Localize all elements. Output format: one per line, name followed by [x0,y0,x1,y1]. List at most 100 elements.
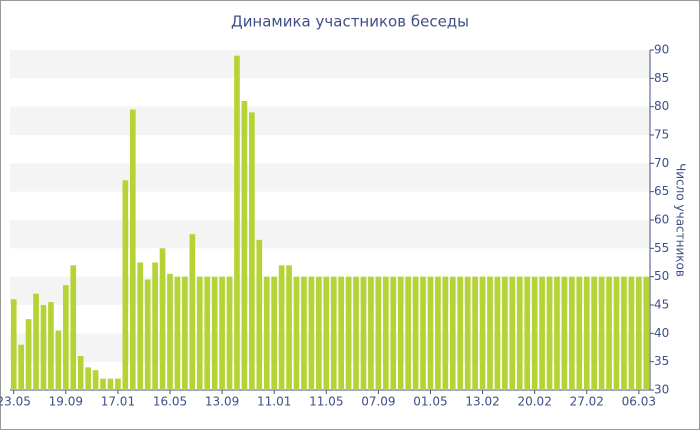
bar [516,276,523,390]
bar [598,276,605,390]
grid-band [10,50,650,79]
chart-title: Динамика участников беседы [231,13,469,31]
y-tick-label: 80 [654,99,669,113]
y-tick-label: 55 [654,241,669,255]
x-tick-label: 13.09 [205,395,239,409]
bar [457,276,464,390]
bar [435,276,441,390]
bar [271,276,278,390]
bar [323,276,330,390]
bar [353,276,359,390]
bar [397,276,404,390]
y-tick-label: 70 [654,156,669,170]
bar [479,276,486,390]
bar [211,276,218,390]
bar [70,265,77,390]
bar [107,378,114,390]
bar [531,276,538,390]
x-tick-label: 20.02 [517,395,551,409]
grid-band [10,276,650,305]
bar [85,367,91,390]
bar [167,273,173,390]
bar [606,276,612,390]
bar [286,265,292,390]
bar [613,276,620,390]
bar [338,276,344,390]
bar [226,276,233,390]
bar [546,276,553,390]
bar [442,276,449,390]
x-tick-label: 11.01 [257,395,291,409]
bar [472,276,478,390]
x-tick-label: 19.09 [49,395,83,409]
bar [115,378,121,390]
grid-band [10,220,650,249]
bar [92,370,99,390]
bar [122,180,129,390]
bar [301,276,307,390]
bar [569,276,575,390]
x-tick-label: 06.03 [622,395,656,409]
bar [249,112,255,390]
bar [420,276,426,390]
bar [494,276,501,390]
bar [636,276,642,390]
x-tick-label: 16.05 [153,395,187,409]
grid-band [10,333,650,362]
bar [583,276,590,390]
bar [40,305,47,390]
x-tick-label: 23.05 [0,395,31,409]
bar [174,276,181,390]
y-tick-label: 75 [654,128,669,142]
bar [591,276,598,390]
bar [412,276,419,390]
bar [390,276,397,390]
bar [360,276,367,390]
bar [152,262,158,390]
bar [241,101,248,390]
bar [77,356,84,390]
bar [308,276,315,390]
bar [144,279,151,390]
bar [182,276,188,390]
x-tick-label: 27.02 [570,395,604,409]
bar [621,276,627,390]
x-tick-label: 13.02 [465,395,499,409]
bar [345,276,352,390]
bar [204,276,211,390]
bar [219,276,225,390]
bar [382,276,389,390]
grid-band [10,163,650,192]
bar [628,276,635,390]
x-tick-label: 17.01 [101,395,135,409]
y-tick-label: 35 [654,354,669,368]
bar [576,276,583,390]
bar [524,276,531,390]
bar [375,276,382,390]
y-tick-label: 30 [654,383,669,397]
y-tick-label: 50 [654,269,669,283]
x-tick-label: 01.05 [413,395,447,409]
bar [427,276,434,390]
bar [55,330,62,390]
bar [487,276,493,390]
bar [129,109,136,390]
bar [464,276,471,390]
bar [189,234,196,390]
bar [62,285,69,390]
bar [405,276,411,390]
y-tick-label: 90 [654,43,669,57]
y-tick-label: 85 [654,71,669,85]
bar [509,276,516,390]
bar [196,276,203,390]
bar [502,276,508,390]
bar [316,276,322,390]
y-tick-label: 45 [654,298,669,312]
bar [33,293,39,390]
y-tick-label: 65 [654,184,669,198]
y-tick-label: 40 [654,326,669,340]
bar [449,276,456,390]
bar [48,302,54,390]
x-tick-label: 07.09 [361,395,395,409]
